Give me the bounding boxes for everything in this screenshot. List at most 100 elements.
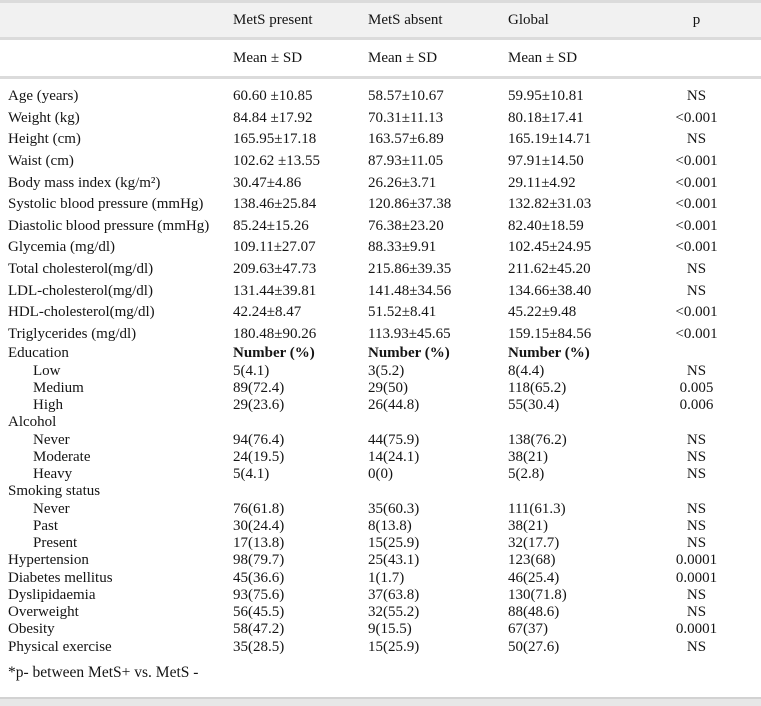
cell-mets-present: 29(23.6)	[233, 397, 285, 413]
table-row: Never 76(61.8) 35(60.3) 111(61.3) NS	[0, 500, 761, 517]
cell-global: 134.66±38.40	[508, 282, 592, 299]
column-header-mets-present: MetS present	[233, 11, 313, 28]
table-row: Dyslipidaemia 93(75.6) 37(63.8) 130(71.8) NS	[0, 587, 761, 604]
cell-mets-present: 5(4.1)	[233, 362, 270, 379]
cell-mets-present: 76(61.8)	[233, 500, 285, 517]
cell-p-value: <0.001	[675, 153, 718, 170]
cell-p-value: NS	[686, 448, 707, 465]
table-row: Height (cm) 165.95±17.18 163.57±6.89 165.19…	[0, 129, 761, 151]
cell-global: 97.91±14.50	[508, 153, 584, 170]
cell-mets-absent: 141.48±34.56	[368, 282, 452, 299]
cell-p-value: <0.001	[675, 109, 718, 126]
cell-mets-absent: 76.38±23.20	[368, 217, 444, 234]
table-row: Moderate 24(19.5) 14(24.1) 38(21) NS	[0, 449, 761, 466]
row-label: HDL-cholesterol(mg/dl)	[8, 304, 155, 321]
cell-mets-present: 24(19.5)	[233, 448, 285, 465]
subheader-row: Mean ± SD Mean ± SD Mean ± SD	[0, 40, 761, 76]
cell-mets-present: 35(28.5)	[233, 638, 285, 655]
table-row: Low 5(4.1) 3(5.2) 8(4.4) NS	[0, 362, 761, 379]
row-label: Dyslipidaemia	[8, 586, 96, 603]
bottom-bar	[0, 697, 761, 706]
row-label: Height (cm)	[8, 131, 81, 148]
table-row: HDL-cholesterol(mg/dl) 42.24±8.47 51.52±8.…	[0, 302, 761, 324]
cell-global: 102.45±24.95	[508, 239, 592, 256]
cell-global: 118(65.2)	[508, 379, 567, 396]
cell-p-value: NS	[686, 517, 707, 534]
cell-p-value: 0.005	[679, 379, 714, 396]
column-header-p: p	[692, 11, 701, 28]
row-label: Physical exercise	[8, 638, 112, 655]
subheader-mets-absent: Mean ± SD	[368, 49, 438, 66]
row-label: Overweight	[8, 604, 79, 620]
table-row: Total cholesterol(mg/dl) 209.63±47.73 215.…	[0, 259, 761, 281]
row-label: Heavy	[33, 466, 73, 482]
table-row: Glycemia (mg/dl) 109.11±27.07 88.33±9.91 10…	[0, 237, 761, 259]
cell-global: 5(2.8)	[508, 466, 545, 482]
cell-global: 82.40±18.59	[508, 217, 584, 234]
table-row: Obesity 58(47.2) 9(15.5) 67(37) 0.0001	[0, 621, 761, 638]
cell-global: 8(4.4)	[508, 362, 545, 379]
row-label: Present	[33, 535, 78, 551]
cell-mets-absent: 0(0)	[368, 466, 393, 482]
cell-mets-present: 98(79.7)	[233, 552, 285, 569]
row-label: Hypertension	[8, 552, 89, 569]
cell-mets-absent: 113.93±45.65	[368, 325, 451, 342]
cell-mets-present: 60.60 ±10.85	[233, 88, 313, 105]
cell-p-value: <0.001	[675, 196, 718, 213]
cell-mets-present: 58(47.2)	[233, 621, 285, 638]
cell-p-value: NS	[686, 638, 707, 655]
table-row: High 29(23.6) 26(44.8) 55(30.4) 0.006	[0, 397, 761, 414]
cell-mets-absent: 9(15.5)	[368, 621, 412, 638]
cell-p-value: <0.001	[675, 239, 718, 256]
column-header-mets-absent: MetS absent	[368, 11, 443, 28]
header-divider-rule	[0, 37, 761, 40]
table-row: Overweight 56(45.5) 32(55.2) 88(48.6) NS	[0, 604, 761, 621]
row-label: Smoking status	[8, 483, 101, 500]
table-row: Education Number (%) Number (%) Number (%)	[0, 345, 761, 362]
row-label: Alcohol	[8, 414, 57, 431]
cell-mets-absent: 1(1.7)	[368, 569, 405, 586]
row-label: Body mass index (kg/m²)	[8, 174, 161, 191]
cell-global: 46(25.4)	[508, 569, 560, 586]
cell-mets-present: 45(36.6)	[233, 569, 285, 586]
cell-mets-present: 138.46±25.84	[233, 196, 317, 213]
cell-p-value: NS	[686, 535, 707, 551]
cell-mets-present: 30.47±4.86	[233, 174, 302, 191]
cell-p-value: NS	[686, 282, 707, 299]
cell-p-value: <0.001	[675, 217, 718, 234]
table-row: Past 30(24.4) 8(13.8) 38(21) NS	[0, 518, 761, 535]
table-row: Never 94(76.4) 44(75.9) 138(76.2) NS	[0, 431, 761, 448]
row-label: Weight (kg)	[8, 109, 80, 126]
row-label: Triglycerides (mg/dl)	[8, 325, 137, 342]
cell-mets-absent: 163.57±6.89	[368, 131, 444, 148]
table-row: Body mass index (kg/m²) 30.47±4.86 26.26±3…	[0, 172, 761, 194]
cell-mets-absent: 88.33±9.91	[368, 239, 437, 256]
table-row: Smoking status	[0, 483, 761, 500]
table-row: Heavy 5(4.1) 0(0) 5(2.8) NS	[0, 466, 761, 483]
cell-p-value: NS	[686, 261, 707, 278]
cell-p-value: <0.001	[675, 304, 718, 321]
table-row: LDL-cholesterol(mg/dl) 131.44±39.81 141.48…	[0, 280, 761, 302]
column-header-global: Global	[508, 11, 549, 28]
cell-global: 29.11±4.92	[508, 174, 576, 191]
cell-global: 67(37)	[508, 621, 548, 638]
table-row: Diabetes mellitus 45(36.6) 1(1.7) 46(25.4) 0…	[0, 569, 761, 586]
cell-global: 165.19±14.71	[508, 131, 592, 148]
top-rule	[0, 0, 761, 3]
cell-mets-absent: 58.57±10.67	[368, 88, 444, 105]
cell-mets-present: 165.95±17.18	[233, 131, 317, 148]
cell-p-value: NS	[686, 604, 707, 620]
cell-p-value: 0.006	[679, 397, 714, 413]
row-label: Waist (cm)	[8, 153, 74, 170]
cell-global: Number (%)	[508, 345, 590, 362]
cell-mets-absent: 26(44.8)	[368, 397, 420, 413]
cell-global: 59.95±10.81	[508, 88, 584, 105]
cell-global: 32(17.7)	[508, 535, 560, 551]
cell-p-value: NS	[686, 362, 707, 379]
cell-mets-present: Number (%)	[233, 345, 315, 362]
cell-mets-present: 89(72.4)	[233, 379, 285, 396]
cell-mets-present: 30(24.4)	[233, 517, 285, 534]
row-label: Education	[8, 345, 69, 362]
cell-mets-present: 84.84 ±17.92	[233, 109, 313, 126]
